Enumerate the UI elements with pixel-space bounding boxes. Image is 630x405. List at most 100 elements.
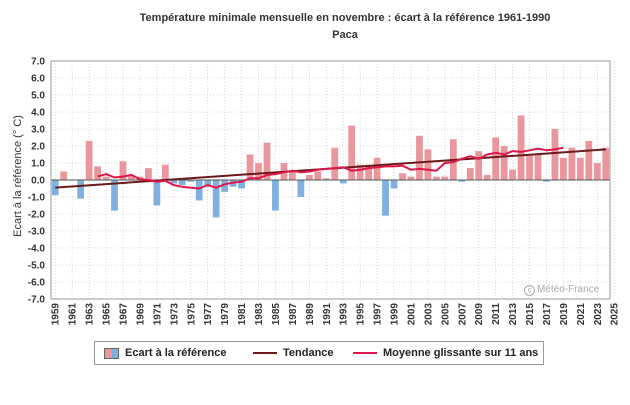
bar bbox=[331, 147, 339, 180]
legend-label-moving-average: Moyenne glissante sur 11 ans bbox=[383, 347, 539, 359]
bar bbox=[466, 168, 474, 180]
x-tick-label: 1987 bbox=[288, 303, 299, 326]
bar bbox=[407, 176, 415, 180]
legend-label-trend: Tendance bbox=[283, 347, 334, 359]
x-tick-label: 2003 bbox=[423, 303, 434, 326]
y-tick-label: -5.0 bbox=[28, 261, 46, 272]
bar bbox=[322, 178, 330, 180]
bar bbox=[424, 149, 432, 180]
bar bbox=[458, 180, 466, 182]
y-tick-label: 3.0 bbox=[31, 125, 45, 136]
x-tick-label: 1963 bbox=[85, 303, 96, 326]
bar bbox=[77, 180, 85, 199]
bar bbox=[390, 180, 398, 189]
bar bbox=[195, 180, 203, 201]
bar bbox=[305, 174, 313, 180]
bar bbox=[356, 164, 364, 180]
copyright-icon: c bbox=[524, 285, 535, 296]
bar bbox=[255, 163, 262, 180]
bar bbox=[475, 151, 483, 180]
legend-item-moving-average: Moyenne glissante sur 11 ans bbox=[353, 347, 538, 359]
chart-subtitle: Paca bbox=[332, 29, 358, 41]
legend-label-bars: Ecart à la référence bbox=[125, 347, 227, 359]
bar bbox=[297, 180, 305, 197]
x-tick-label: 1989 bbox=[305, 303, 316, 326]
bar bbox=[526, 154, 533, 180]
moving-average-line bbox=[97, 146, 564, 190]
bar bbox=[153, 180, 161, 206]
bar bbox=[246, 154, 254, 180]
y-tick-label: 1.0 bbox=[31, 159, 45, 170]
bar bbox=[178, 180, 186, 186]
y-tick-label: 4.0 bbox=[31, 108, 45, 119]
bar bbox=[128, 174, 135, 180]
x-tick-label: 2007 bbox=[457, 303, 468, 326]
bar bbox=[94, 166, 101, 180]
y-tick-label: -6.0 bbox=[28, 278, 46, 289]
x-tick-label: 1971 bbox=[152, 303, 163, 326]
x-tick-label: 1979 bbox=[220, 303, 231, 326]
bar bbox=[382, 180, 389, 216]
bar bbox=[602, 147, 610, 180]
x-tick-label: 1983 bbox=[254, 303, 265, 326]
legend-item-bars: Ecart à la référence bbox=[104, 347, 227, 359]
x-tick-label: 2021 bbox=[576, 303, 587, 326]
x-tick-label: 1999 bbox=[390, 303, 401, 326]
chart-title: Température minimale mensuelle en novemb… bbox=[139, 12, 551, 24]
y-tick-label: -1.0 bbox=[28, 193, 46, 204]
bar bbox=[432, 176, 440, 180]
x-tick-label: 2009 bbox=[474, 303, 485, 326]
bar bbox=[576, 157, 584, 180]
x-tick-label: 1991 bbox=[322, 303, 333, 326]
x-tick-label: 1965 bbox=[102, 303, 113, 326]
x-tick-label: 1961 bbox=[68, 303, 79, 326]
x-tick-label: 1981 bbox=[237, 303, 248, 326]
bar bbox=[263, 142, 271, 180]
bar bbox=[221, 180, 229, 192]
legend-bar-swatch bbox=[104, 347, 119, 359]
y-tick-label: 6.0 bbox=[31, 74, 45, 85]
y-tick-label: -7.0 bbox=[28, 295, 46, 306]
x-tick-label: 1985 bbox=[271, 303, 282, 326]
legend: Ecart à la référence Tendance Moyenne gl… bbox=[94, 341, 544, 365]
bar bbox=[509, 169, 516, 180]
x-tick-label: 1977 bbox=[203, 303, 214, 326]
y-tick-label: 2.0 bbox=[31, 142, 45, 153]
bar bbox=[492, 137, 500, 180]
bar bbox=[238, 180, 245, 189]
bar bbox=[568, 147, 576, 180]
y-tick-label: -4.0 bbox=[28, 244, 46, 255]
x-tick-label: 1995 bbox=[356, 303, 367, 326]
bar bbox=[543, 180, 550, 182]
bar bbox=[170, 180, 178, 184]
bar bbox=[339, 180, 347, 184]
x-tick-label: 2019 bbox=[559, 303, 570, 326]
legend-item-trend: Tendance bbox=[253, 347, 334, 359]
x-tick-label: 1959 bbox=[51, 303, 62, 326]
bar bbox=[272, 180, 279, 211]
x-tick-label: 2001 bbox=[406, 303, 417, 326]
x-tick-label: 1973 bbox=[169, 303, 180, 326]
y-tick-label: -2.0 bbox=[28, 210, 46, 221]
x-tick-label: 2005 bbox=[440, 303, 451, 326]
bar bbox=[314, 171, 322, 180]
y-tick-label: 0.0 bbox=[31, 176, 45, 187]
bar bbox=[560, 157, 567, 180]
bar bbox=[593, 163, 601, 180]
x-tick-label: 2023 bbox=[593, 303, 604, 326]
bar bbox=[373, 157, 381, 180]
x-tick-label: 2011 bbox=[491, 303, 502, 325]
bar bbox=[441, 176, 449, 180]
bar bbox=[416, 135, 423, 180]
x-tick-label: 1975 bbox=[186, 303, 197, 326]
bar bbox=[517, 115, 525, 180]
y-tick-label: 7.0 bbox=[31, 57, 45, 68]
bar bbox=[348, 125, 356, 180]
plot-frame bbox=[50, 60, 611, 300]
y-tick-label: -3.0 bbox=[28, 227, 46, 238]
bar bbox=[111, 180, 118, 211]
legend-trend-swatch bbox=[253, 352, 277, 355]
x-tick-label: 1993 bbox=[339, 303, 350, 326]
x-tick-label: 2025 bbox=[610, 303, 621, 326]
